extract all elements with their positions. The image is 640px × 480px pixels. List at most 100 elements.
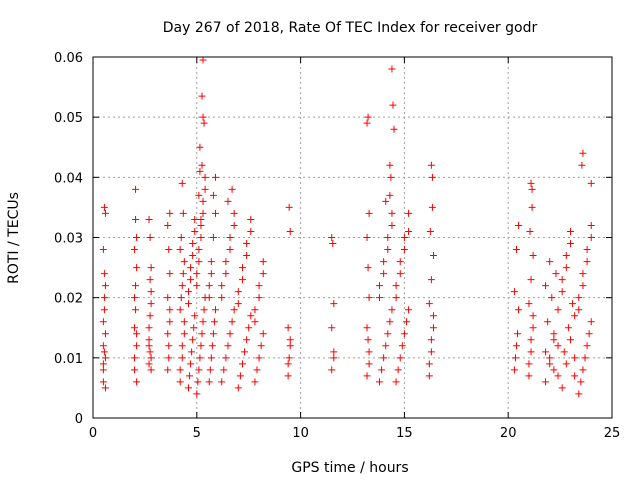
data-point <box>375 378 383 386</box>
data-point <box>571 354 579 362</box>
data-point <box>178 179 186 187</box>
data-point <box>228 185 236 193</box>
data-point <box>527 276 535 284</box>
data-point <box>184 384 192 392</box>
data-point <box>587 234 595 241</box>
data-point <box>199 56 207 64</box>
data-point <box>206 366 214 374</box>
data-point <box>184 300 192 308</box>
data-point <box>259 330 267 338</box>
data-point <box>200 119 208 127</box>
data-point <box>429 324 437 332</box>
data-point <box>577 378 585 386</box>
data-point <box>425 300 433 308</box>
data-point <box>382 197 390 205</box>
data-point <box>100 203 108 211</box>
data-point <box>241 348 249 356</box>
data-point <box>513 246 521 254</box>
data-point <box>191 227 199 235</box>
data-point <box>131 366 139 374</box>
data-point <box>190 324 198 332</box>
data-point <box>284 360 292 368</box>
data-point <box>177 294 185 302</box>
data-point <box>380 258 388 266</box>
data-point <box>363 119 371 127</box>
data-point <box>222 258 230 266</box>
data-point <box>400 330 408 338</box>
data-point <box>251 318 259 326</box>
data-point <box>199 318 207 326</box>
data-point <box>180 318 188 326</box>
data-point <box>176 378 184 386</box>
chart-title: Day 267 of 2018, Rate Of TEC Index for r… <box>163 20 538 36</box>
data-point <box>238 264 246 272</box>
data-point <box>179 209 187 217</box>
data-point <box>222 354 230 362</box>
data-point <box>132 185 140 193</box>
data-point <box>364 113 372 121</box>
data-point <box>200 306 208 314</box>
data-point <box>382 342 390 350</box>
grid-layer <box>93 57 612 418</box>
y-tick-label: 0.06 <box>54 51 83 66</box>
data-point <box>257 342 265 350</box>
data-point <box>164 294 172 302</box>
data-point <box>389 101 397 109</box>
data-point <box>579 282 587 290</box>
data-point <box>554 342 562 350</box>
data-point <box>330 354 338 362</box>
data-point <box>427 161 435 169</box>
data-point <box>166 209 174 217</box>
data-point <box>199 209 207 217</box>
data-point <box>210 318 218 326</box>
data-point <box>286 336 294 344</box>
data-point <box>259 270 267 278</box>
data-point <box>218 378 226 386</box>
data-point <box>427 276 435 284</box>
data-point <box>579 270 587 278</box>
data-point <box>146 276 154 284</box>
data-point <box>226 234 234 241</box>
data-point <box>388 65 396 73</box>
data-point <box>550 330 558 338</box>
data-point <box>583 258 591 266</box>
y-tick-label: 0.02 <box>54 292 83 307</box>
data-point <box>193 270 201 278</box>
data-point <box>196 167 204 175</box>
data-point <box>238 276 246 284</box>
data-point <box>131 246 139 254</box>
data-point <box>234 300 242 308</box>
data-point <box>211 306 219 314</box>
data-point <box>207 258 215 266</box>
data-point <box>205 378 213 386</box>
data-point <box>429 252 437 260</box>
data-point <box>286 342 294 350</box>
data-point <box>230 209 238 217</box>
data-point <box>575 390 583 398</box>
data-point <box>196 354 204 362</box>
data-point <box>147 366 155 374</box>
data-point <box>566 240 574 248</box>
data-point <box>330 300 338 308</box>
data-point <box>365 360 373 368</box>
data-point <box>550 366 558 374</box>
data-point <box>218 282 226 290</box>
data-point <box>147 300 155 308</box>
data-point <box>198 92 206 100</box>
data-point <box>525 372 533 380</box>
data-point <box>176 366 184 374</box>
data-point <box>101 384 109 392</box>
data-point <box>178 354 186 362</box>
data-point <box>209 330 217 338</box>
data-point <box>100 306 108 314</box>
data-point <box>195 191 203 199</box>
data-point <box>224 342 232 350</box>
data-point <box>146 234 154 241</box>
data-point <box>396 258 404 266</box>
data-point <box>101 330 109 338</box>
data-point <box>554 306 562 314</box>
data-point <box>425 372 433 380</box>
data-point <box>195 258 203 266</box>
data-point <box>365 209 373 217</box>
data-point <box>164 221 172 229</box>
